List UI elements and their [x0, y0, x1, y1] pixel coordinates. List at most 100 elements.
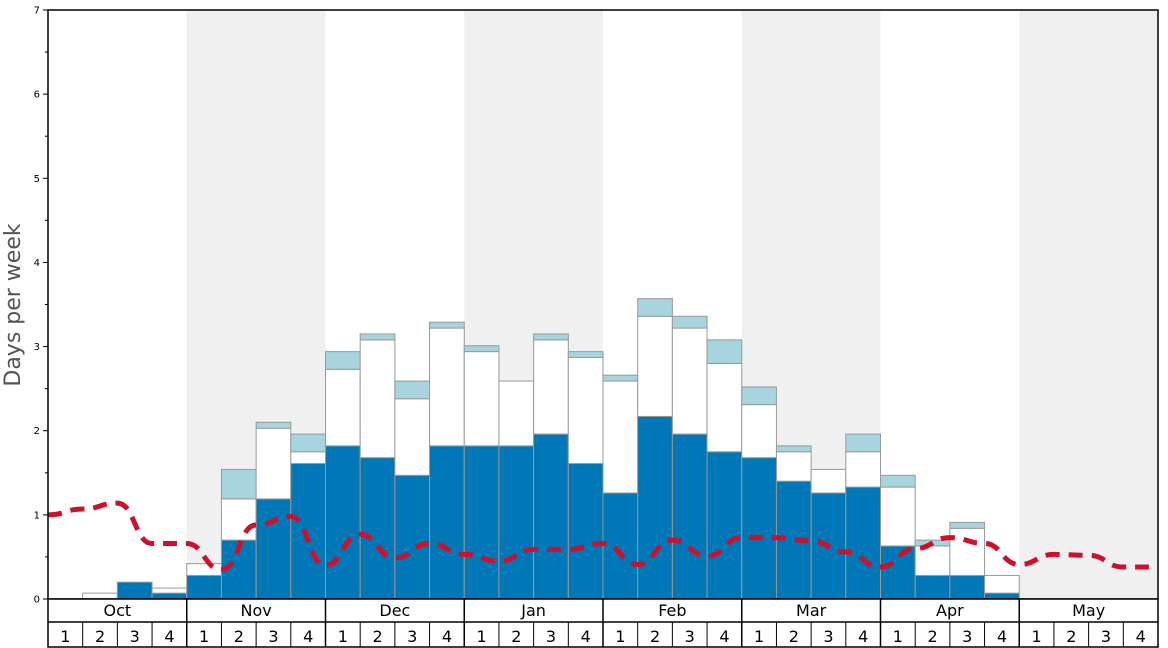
bar-segment-white — [498, 380, 535, 447]
bar-segment-white — [775, 451, 812, 482]
bar-segment-light — [671, 315, 708, 329]
bar-segment-dark — [984, 592, 1020, 600]
bar-segment-light — [463, 345, 500, 353]
bar-segment-white — [845, 451, 881, 488]
bar-segment-white — [220, 498, 257, 541]
bar-segment-dark — [567, 463, 604, 600]
month-label: Dec — [379, 601, 410, 620]
bar-segment-dark — [880, 545, 916, 600]
bar-segment-light — [949, 521, 986, 529]
bar-segment-dark — [741, 457, 777, 600]
week-label: 2 — [1066, 627, 1076, 646]
week-label: 3 — [407, 627, 417, 646]
week-label: 3 — [685, 627, 695, 646]
bar-segment-white — [567, 357, 604, 465]
bar-segment-dark — [290, 463, 326, 600]
x-axis: Oct 1 2 3 4 Nov 1 2 3 4 Dec 1 2 3 4 Jan 1 2 3 4 Feb 1 2 3 4 Mar 1 2… — [47, 598, 1159, 648]
bar-segment-light — [220, 468, 257, 500]
bar-segment-dark — [914, 574, 951, 600]
week-label: 3 — [130, 627, 140, 646]
month-label: Mar — [796, 601, 827, 620]
month-bands — [186, 10, 1158, 599]
bar-segment-dark — [463, 445, 500, 600]
bar-segment-light — [394, 380, 431, 400]
bar-segment-light — [637, 298, 673, 317]
month-band — [1019, 10, 1158, 599]
average-line — [47, 500, 1158, 573]
week-label: 2 — [511, 627, 521, 646]
week-label: 3 — [823, 627, 833, 646]
bar-segment-white — [949, 527, 986, 576]
bar-segment-white — [741, 404, 777, 459]
bar-segment-light — [706, 339, 743, 364]
bar-segment-light — [429, 321, 465, 329]
month-label: Jan — [520, 601, 546, 620]
bar-segment-white — [810, 468, 847, 494]
week-label: 1 — [477, 627, 487, 646]
month-label: Oct — [104, 601, 132, 620]
bars — [82, 298, 1020, 600]
bar-segment-dark — [359, 457, 396, 600]
y-tick-label: 7 — [34, 6, 40, 17]
bar-segment-white — [914, 545, 951, 576]
bar-segment-dark — [845, 486, 881, 600]
week-label: 1 — [199, 627, 209, 646]
y-tick-label: 5 — [34, 174, 40, 185]
bar-segment-dark — [325, 445, 361, 600]
bar-segment-dark — [429, 445, 465, 600]
month-label: Feb — [658, 601, 686, 620]
bar-segment-white — [880, 486, 916, 547]
bar-segment-light — [290, 433, 326, 453]
week-label: 3 — [962, 627, 972, 646]
y-tick-label: 0 — [34, 595, 40, 606]
bar-segment-white — [151, 587, 188, 594]
bar-segment-dark — [498, 445, 535, 600]
bar-segment-white — [186, 563, 222, 576]
bar-segment-white — [463, 351, 500, 447]
week-label: 4 — [442, 627, 452, 646]
bar-segment-dark — [671, 433, 708, 600]
bar-segment-light — [775, 445, 812, 453]
week-label: 1 — [615, 627, 625, 646]
week-label: 1 — [754, 627, 764, 646]
bar-segment-white — [255, 427, 292, 500]
week-label: 4 — [164, 627, 174, 646]
week-label: 4 — [997, 627, 1007, 646]
y-tick-label: 3 — [34, 342, 40, 353]
bar-segment-dark — [394, 474, 431, 600]
bar-segment-white — [671, 327, 708, 435]
bar-segment-white — [533, 339, 569, 435]
bar-segment-dark — [706, 451, 743, 600]
bar-segment-white — [290, 451, 326, 465]
week-label: 1 — [338, 627, 348, 646]
week-label: 2 — [234, 627, 244, 646]
bar-segment-white — [637, 315, 673, 417]
bar-segment-light — [533, 333, 569, 341]
week-label: 3 — [1101, 627, 1111, 646]
week-label: 4 — [581, 627, 591, 646]
bar-segment-white — [394, 398, 431, 476]
week-label: 2 — [789, 627, 799, 646]
bar-segment-dark — [637, 415, 673, 600]
bar-segment-light — [567, 351, 604, 359]
bar-segment-white — [82, 592, 118, 600]
bar-segment-dark — [949, 574, 986, 600]
y-tick-label: 6 — [34, 90, 40, 101]
y-tick-label: 2 — [34, 426, 40, 437]
bar-segment-white — [602, 380, 639, 494]
week-label: 1 — [893, 627, 903, 646]
bar-segment-light — [255, 421, 292, 429]
y-tick-label: 4 — [34, 258, 40, 269]
bar-segment-light — [325, 351, 361, 370]
bar-segment-light — [880, 474, 916, 488]
bar-segment-white — [984, 574, 1020, 594]
bar-segment-light — [845, 433, 881, 453]
week-label: 2 — [95, 627, 105, 646]
bar-segment-dark — [186, 574, 222, 600]
week-label: 2 — [372, 627, 382, 646]
bar-segment-white — [429, 327, 465, 447]
week-label: 3 — [268, 627, 278, 646]
average-line-path — [47, 500, 1158, 573]
y-tick-label: 1 — [34, 510, 40, 521]
